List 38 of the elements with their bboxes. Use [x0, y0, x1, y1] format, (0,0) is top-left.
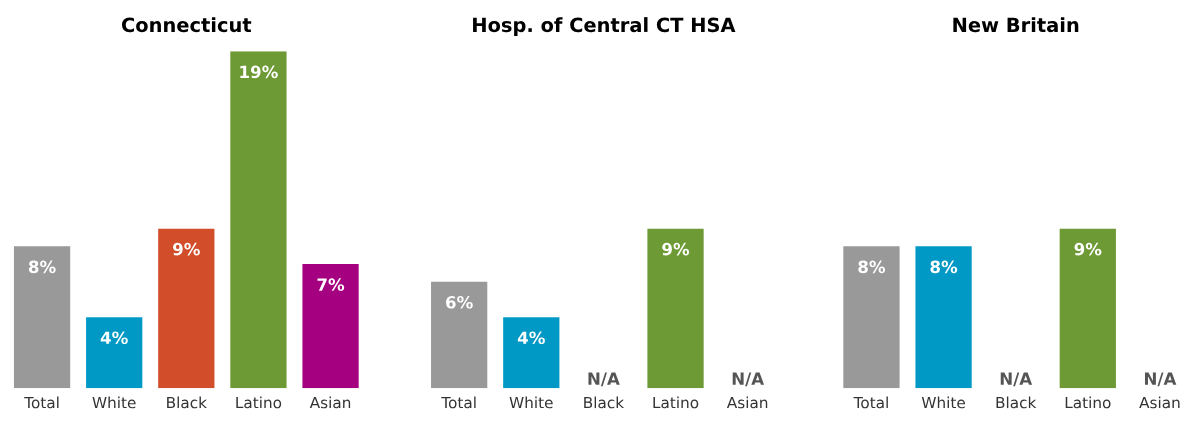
data-label: 9%	[1074, 242, 1102, 256]
x-tick-label: Latino	[1065, 396, 1111, 409]
text: N/A	[1000, 372, 1033, 387]
bar	[230, 51, 287, 389]
data-label: 8%	[28, 260, 56, 274]
x-tick-label: Total	[441, 396, 476, 409]
text: N/A	[588, 372, 620, 387]
data-label: 7%	[317, 278, 345, 291]
data-label: 19%	[240, 65, 278, 79]
data-label: 8%	[930, 260, 958, 274]
data-label: 9%	[173, 242, 200, 256]
x-tick-label: Latino	[653, 396, 699, 409]
bar	[158, 228, 215, 389]
x-tick-label: White	[921, 396, 965, 409]
x-tick-label: Black	[167, 396, 207, 409]
data-label: 6%	[446, 295, 473, 309]
data-label: 4%	[517, 331, 545, 345]
chart-title: Connecticut	[121, 17, 252, 33]
bar	[13, 246, 71, 389]
x-tick-label: White	[509, 396, 553, 409]
x-tick-label: Asian	[309, 396, 351, 409]
x-tick-label: Latino	[236, 396, 282, 409]
x-tick-label: Black	[584, 396, 625, 409]
text: N/A	[1144, 372, 1177, 387]
chart-title: Hosp. of Central CT HSA	[473, 17, 736, 36]
x-tick-label: Black	[996, 396, 1037, 409]
chart-title: New Britain	[953, 17, 1079, 33]
data-label: 4%	[100, 331, 128, 345]
text: N/A	[732, 372, 765, 387]
x-tick-label: Total	[24, 396, 59, 409]
x-tick-label: Asian	[726, 396, 768, 409]
data-label: 9%	[662, 242, 690, 256]
x-tick-label: White	[92, 396, 136, 409]
bar	[86, 317, 143, 389]
data-label: 8%	[858, 260, 886, 274]
bar	[302, 264, 359, 389]
x-tick-label: Asian	[1139, 396, 1180, 409]
x-tick-label: Total	[853, 396, 888, 409]
